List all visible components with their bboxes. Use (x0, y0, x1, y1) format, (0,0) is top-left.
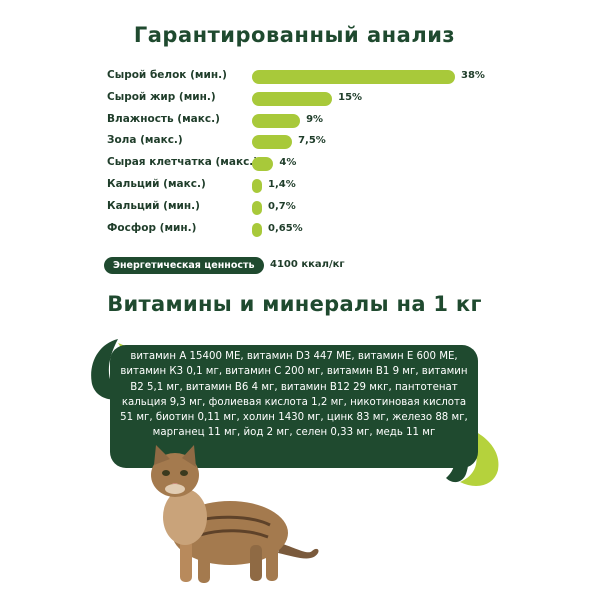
analysis-row-value: 0,7% (268, 200, 296, 212)
analysis-row-bar (252, 222, 262, 237)
analysis-row: Кальций (мин.) 0,7% (0, 197, 589, 219)
vitamins-title: Витамины и минералы на 1 кг (107, 292, 482, 316)
vitamins-text: витамин А 15400 МЕ, витамин D3 447 МЕ, в… (120, 351, 468, 439)
analysis-row-value: 15% (338, 91, 363, 103)
analysis-row-bar (252, 113, 301, 128)
analysis-row-label: Кальций (макс.) (107, 178, 206, 190)
analysis-row: Влажность (макс.) 9% (0, 110, 589, 132)
cat-photo (151, 445, 319, 583)
analysis-row: Сырая клетчатка (макс.) 4% (0, 153, 589, 175)
analysis-row-label: Зола (макс.) (107, 134, 183, 147)
energy-value: 4100 ккал/кг (270, 259, 345, 270)
analysis-row: Фосфор (мин.) 0,65% (0, 219, 589, 241)
analysis-row-value: 1,4% (268, 179, 296, 190)
analysis-row-label: Влажность (макс.) (107, 112, 220, 125)
analysis-row-label: Сырой жир (мин.) (107, 90, 216, 103)
analysis-title: Гарантированный анализ (133, 23, 456, 47)
analysis-row-bar (252, 200, 262, 215)
analysis-row-bar (252, 157, 274, 172)
analysis-row-label: Сырой белок (мин.) (107, 69, 227, 81)
analysis-row-value: 0,65% (268, 222, 303, 234)
analysis-row-label: Фосфор (мин.) (107, 221, 197, 234)
analysis-row-bar (252, 179, 262, 193)
analysis-row-bar (252, 70, 455, 84)
analysis-row: Сырой белок (мин.) 38% (0, 66, 589, 88)
analysis-row-label: Кальций (мин.) (107, 199, 200, 212)
analysis-row-value: 4% (279, 157, 297, 169)
analysis-row: Зола (макс.) 7,5% (0, 131, 589, 153)
vitamins-panel (110, 345, 478, 468)
analysis-row-value: 7,5% (298, 135, 326, 147)
analysis-row-label: Сырая клетчатка (макс.) (107, 156, 259, 169)
analysis-row-bar (252, 91, 333, 106)
analysis-row: Сырой жир (мин.) 15% (0, 88, 589, 110)
analysis-row-value: 9% (306, 113, 324, 125)
analysis-row-bar (252, 135, 293, 150)
analysis-row: Кальций (макс.) 1,4% (0, 175, 589, 197)
analysis-row-value: 38% (461, 70, 485, 81)
energy-label: Энергетическая ценность (104, 257, 264, 274)
